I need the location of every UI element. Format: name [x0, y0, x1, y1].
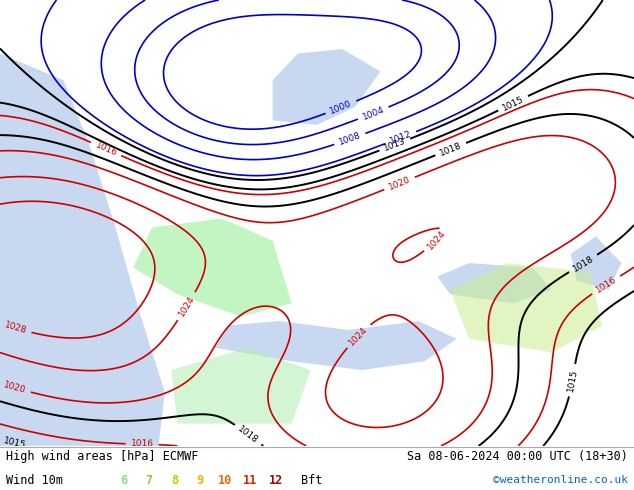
- Text: 1018: 1018: [438, 141, 463, 158]
- Text: ©weatheronline.co.uk: ©weatheronline.co.uk: [493, 475, 628, 485]
- Text: 1020: 1020: [387, 175, 412, 192]
- Polygon shape: [450, 263, 602, 352]
- Text: 1024: 1024: [425, 229, 448, 251]
- Text: 1015: 1015: [501, 94, 526, 112]
- Text: 1024: 1024: [177, 294, 197, 319]
- Text: 7: 7: [145, 474, 153, 487]
- Polygon shape: [133, 219, 292, 317]
- Text: 1028: 1028: [3, 320, 28, 336]
- Text: 1016: 1016: [594, 275, 618, 295]
- Text: Sa 08-06-2024 00:00 UTC (18+30): Sa 08-06-2024 00:00 UTC (18+30): [407, 450, 628, 464]
- Text: 8: 8: [171, 474, 178, 487]
- Polygon shape: [437, 263, 552, 303]
- Text: 1015: 1015: [3, 436, 27, 450]
- Polygon shape: [0, 0, 165, 446]
- Text: High wind areas [hPa] ECMWF: High wind areas [hPa] ECMWF: [6, 450, 198, 464]
- Polygon shape: [273, 49, 380, 125]
- Polygon shape: [571, 236, 621, 290]
- Polygon shape: [171, 348, 311, 423]
- Text: 1016: 1016: [94, 140, 119, 158]
- Text: Bft: Bft: [301, 474, 323, 487]
- Text: 1016: 1016: [131, 440, 153, 449]
- Text: 1008: 1008: [337, 131, 362, 147]
- Text: 10: 10: [218, 474, 232, 487]
- Text: 12: 12: [269, 474, 283, 487]
- Text: 1004: 1004: [361, 105, 385, 122]
- Text: 1020: 1020: [3, 380, 27, 395]
- Text: 1018: 1018: [236, 424, 260, 445]
- Text: 1013: 1013: [382, 136, 407, 153]
- Text: 11: 11: [243, 474, 257, 487]
- Text: 1000: 1000: [328, 99, 353, 116]
- Text: 1015: 1015: [566, 368, 579, 392]
- Polygon shape: [216, 321, 456, 370]
- Text: 1024: 1024: [347, 324, 370, 347]
- Text: 1018: 1018: [571, 254, 595, 273]
- Text: 1012: 1012: [389, 129, 413, 146]
- Text: Wind 10m: Wind 10m: [6, 474, 63, 487]
- Text: 6: 6: [120, 474, 127, 487]
- Text: 9: 9: [196, 474, 204, 487]
